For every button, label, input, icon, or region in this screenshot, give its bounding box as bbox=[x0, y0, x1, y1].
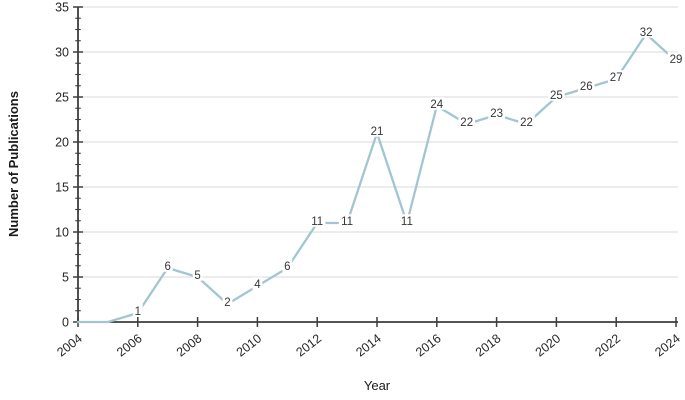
y-tick-label: 20 bbox=[55, 136, 69, 150]
data-point-label: 11 bbox=[401, 216, 413, 228]
y-tick-label: 0 bbox=[62, 316, 69, 330]
data-label-halo bbox=[338, 214, 356, 227]
x-tick-label: 2010 bbox=[234, 331, 265, 359]
x-tick-label: 2014 bbox=[353, 331, 384, 359]
data-label-halo bbox=[162, 259, 173, 272]
data-label-halo bbox=[222, 295, 233, 308]
x-tick-label: 2004 bbox=[54, 331, 85, 359]
data-label-halo bbox=[488, 106, 505, 119]
data-point-label: 26 bbox=[580, 81, 593, 93]
data-point-label: 1 bbox=[135, 306, 141, 318]
data-label-halo bbox=[132, 304, 143, 317]
data-point-label: 32 bbox=[640, 27, 653, 39]
data-label-halo bbox=[252, 277, 263, 290]
data-label-halo bbox=[368, 124, 386, 137]
x-tick-label: 2008 bbox=[174, 331, 205, 359]
data-point-label: 4 bbox=[254, 279, 261, 291]
x-tick-label: 2024 bbox=[652, 331, 683, 359]
x-tick-label: 2022 bbox=[593, 331, 624, 359]
data-label-halo bbox=[667, 52, 685, 65]
publications-series-line bbox=[76, 32, 678, 324]
data-point-label: 27 bbox=[610, 72, 623, 84]
gridlines bbox=[78, 6, 678, 278]
x-tick-label: 2006 bbox=[114, 331, 145, 359]
y-tick-label: 35 bbox=[55, 1, 69, 15]
data-label-halo bbox=[637, 25, 655, 38]
data-point-label: 29 bbox=[670, 54, 683, 66]
y-tick-label: 5 bbox=[62, 271, 69, 285]
data-label-halo bbox=[282, 259, 293, 272]
data-point-label: 24 bbox=[430, 99, 443, 111]
data-point-label: 25 bbox=[550, 90, 563, 102]
data-point-label: 22 bbox=[520, 117, 533, 129]
x-tick-label: 2020 bbox=[533, 331, 564, 359]
y-tick-label: 15 bbox=[55, 181, 69, 195]
data-point-label: 11 bbox=[341, 216, 353, 228]
data-label-halo bbox=[607, 70, 625, 83]
data-point-label: 23 bbox=[490, 108, 503, 120]
y-axis-title: Number of Publications bbox=[6, 91, 21, 237]
data-point-label: 22 bbox=[460, 117, 473, 129]
y-tick-label: 10 bbox=[55, 226, 69, 240]
data-label-halo bbox=[548, 88, 565, 101]
x-tick-label: 2012 bbox=[294, 331, 325, 359]
data-point-label: 2 bbox=[224, 297, 230, 309]
x-tick-label: 2018 bbox=[473, 331, 504, 359]
data-label-halo bbox=[578, 79, 595, 92]
y-tick-label: 25 bbox=[55, 91, 69, 105]
data-label-halo bbox=[428, 97, 446, 110]
x-tick-label: 2016 bbox=[413, 331, 444, 359]
data-label-halo bbox=[398, 214, 416, 227]
data-label-halo bbox=[458, 115, 475, 128]
data-label-halo bbox=[308, 214, 326, 227]
data-point-label: 6 bbox=[284, 261, 290, 273]
data-label-halo bbox=[192, 268, 203, 281]
y-tick-label: 30 bbox=[55, 46, 69, 60]
data-label-halo bbox=[518, 115, 535, 128]
data-point-label: 21 bbox=[371, 126, 384, 138]
data-point-label: 5 bbox=[194, 270, 200, 282]
data-point-label: 6 bbox=[164, 261, 170, 273]
series bbox=[76, 32, 678, 324]
x-axis-title: Year bbox=[364, 378, 391, 393]
data-point-label: 11 bbox=[311, 216, 323, 228]
